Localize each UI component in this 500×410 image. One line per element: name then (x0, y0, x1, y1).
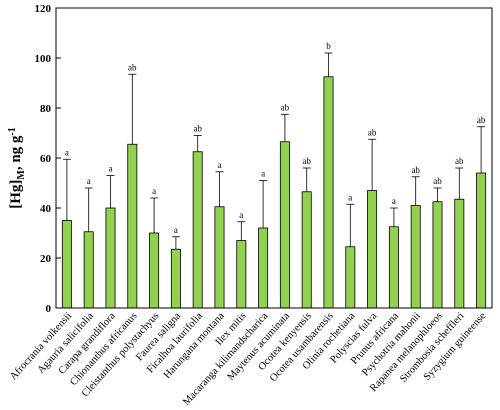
bar (236, 240, 247, 309)
significance-labels-group: a a a ab a a ab a a a ab ab b a ab a ab ab ab ab (65, 41, 486, 235)
bar (454, 198, 465, 309)
significance-label: a (261, 169, 265, 179)
bar (476, 172, 487, 309)
bar (301, 191, 312, 309)
significance-label: a (392, 196, 396, 206)
significance-label: ab (281, 102, 290, 112)
y-axis-label-subscript: M (16, 170, 27, 180)
bar (170, 248, 181, 309)
significance-label: a (109, 164, 113, 174)
bar (127, 143, 138, 309)
y-tick-label: 20 (40, 253, 52, 265)
plot-frame (55, 7, 493, 309)
y-axis-label: [Hg]M, ng g-1 (7, 127, 27, 209)
significance-label: ab (433, 176, 442, 186)
significance-label: ab (477, 115, 486, 125)
y-tick-label: 60 (40, 153, 52, 165)
y-tick-label: 100 (35, 53, 52, 65)
significance-label: a (348, 192, 352, 202)
significance-label: a (218, 160, 222, 170)
y-axis-label-main: [Hg] (8, 180, 24, 209)
significance-label: a (152, 186, 156, 196)
y-ticks-group: 0 20 40 60 80 100 120 (35, 3, 61, 315)
bar (61, 220, 72, 309)
bar (105, 207, 116, 309)
bar (367, 190, 378, 309)
significance-label: ab (128, 62, 137, 72)
bar (214, 206, 225, 309)
significance-label: a (239, 210, 243, 220)
significance-label: a (87, 176, 91, 186)
y-axis-label-superscript: -1 (7, 127, 18, 135)
y-tick-label: 0 (46, 303, 52, 315)
bar (149, 232, 160, 309)
significance-label: ab (411, 165, 420, 175)
y-tick-label: 120 (35, 3, 52, 15)
bar (258, 227, 269, 309)
y-axis-label-unit: , ng g (8, 135, 24, 170)
y-axis-label-text: [Hg]M, ng g-1 (7, 127, 27, 209)
bar (192, 151, 203, 309)
significance-label: ab (455, 156, 464, 166)
significance-label: a (65, 147, 69, 157)
bar (279, 141, 290, 309)
bars-group (61, 76, 487, 309)
y-tick-label: 80 (40, 103, 52, 115)
error-bars-group (62, 52, 486, 250)
bar (432, 201, 443, 309)
significance-label: a (174, 225, 178, 235)
significance-label: ab (193, 124, 202, 134)
bar (345, 246, 356, 309)
bar (388, 226, 399, 309)
significance-label: ab (302, 156, 311, 166)
significance-label: b (326, 41, 331, 51)
bar (83, 231, 94, 309)
significance-label: ab (368, 127, 377, 137)
bar (410, 205, 421, 309)
y-tick-label: 40 (40, 203, 52, 215)
bar (323, 76, 334, 309)
